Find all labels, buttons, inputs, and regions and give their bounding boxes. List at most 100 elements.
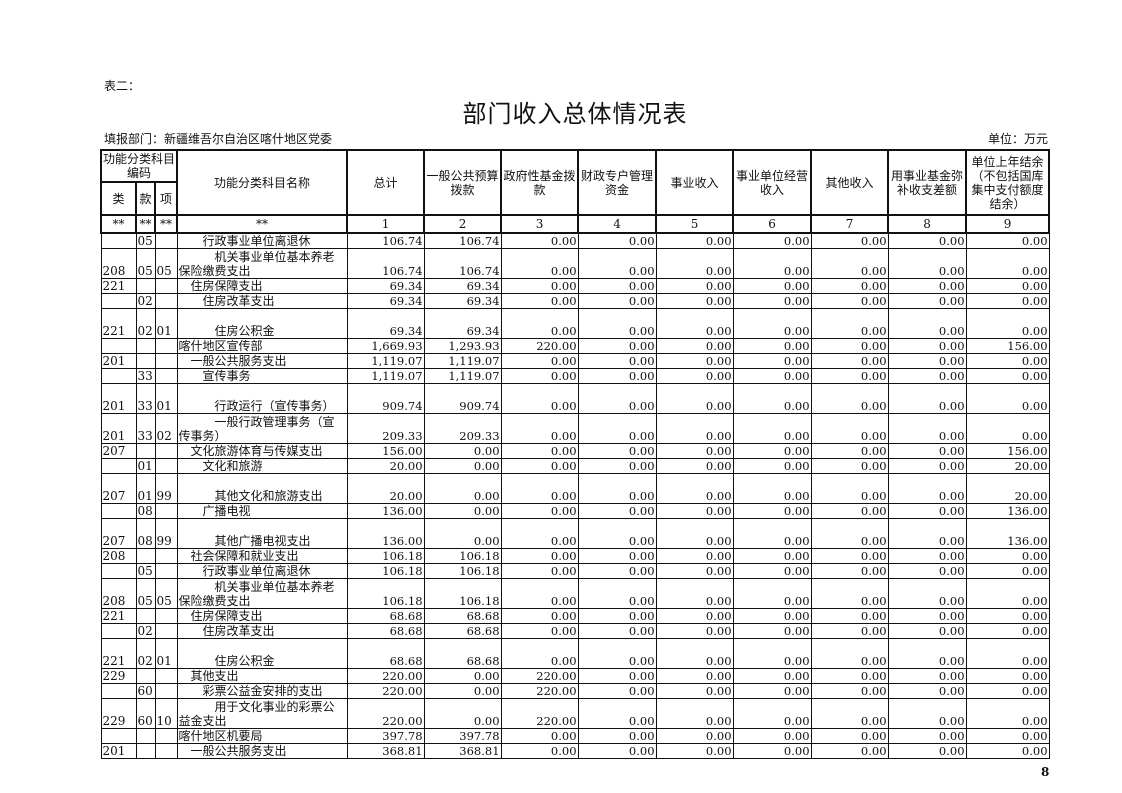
code-lei: 201 <box>100 353 137 369</box>
subject-name: 一般行政管理事务（宣传事务） <box>176 413 348 444</box>
code-lei: 201 <box>100 743 137 759</box>
value-col-1: 136.00 <box>346 518 425 549</box>
value-col-3: 0.00 <box>500 443 579 459</box>
value-col-5: 0.00 <box>655 293 734 309</box>
value-col-5: 0.00 <box>655 308 734 339</box>
code-kuan <box>135 443 156 459</box>
code-xiang: 02 <box>154 413 178 444</box>
code-xiang <box>154 503 178 519</box>
table-row: 02 住房改革支出 69.34 69.34 0.00 0.00 0.00 0.00 0.00 0.… <box>100 293 1050 309</box>
table-row: 201 一般公共服务支出 1,119.07 1,119.07 0.00 0.00 0.00 0… <box>100 353 1050 369</box>
value-col-7: 0.00 <box>810 353 889 369</box>
table-row: 05 行政事业单位离退休 106.18 106.18 0.00 0.00 0.00 0.00 0… <box>100 563 1050 579</box>
value-col-5: 0.00 <box>655 608 734 624</box>
code-xiang <box>154 293 178 309</box>
value-col-2: 0.00 <box>423 683 502 699</box>
value-col-6: 0.00 <box>732 293 812 309</box>
page-number: 8 <box>1041 765 1050 779</box>
value-col-3: 0.00 <box>500 368 579 384</box>
value-col-1: 106.74 <box>346 248 425 279</box>
value-col-1: 20.00 <box>346 458 425 474</box>
value-col-3: 0.00 <box>500 623 579 639</box>
value-col-4: 0.00 <box>577 293 657 309</box>
value-col-8: 0.00 <box>887 458 967 474</box>
value-col-1: 106.74 <box>346 232 425 249</box>
code-kuan <box>135 608 156 624</box>
value-col-3: 0.00 <box>500 578 579 609</box>
code-lei: 229 <box>100 698 137 729</box>
value-col-3: 0.00 <box>500 743 579 759</box>
value-col-2: 1,293.93 <box>423 338 502 354</box>
value-col-2: 0.00 <box>423 473 502 504</box>
code-xiang <box>154 232 178 249</box>
value-col-3: 0.00 <box>500 293 579 309</box>
subject-name: 其他文化和旅游支出 <box>176 473 348 504</box>
value-col-3: 220.00 <box>500 683 579 699</box>
value-col-6: 0.00 <box>732 683 812 699</box>
code-xiang <box>154 563 178 579</box>
table-row: 201 一般公共服务支出 368.81 368.81 0.00 0.00 0.00 0.00 0… <box>100 743 1050 759</box>
code-lei: 208 <box>100 548 137 564</box>
value-col-1: 106.18 <box>346 563 425 579</box>
code-lei <box>100 503 137 519</box>
table-number-label: 表二： <box>104 79 141 93</box>
value-col-6: 0.00 <box>732 383 812 414</box>
value-col-4: 0.00 <box>577 608 657 624</box>
code-lei: 207 <box>100 518 137 549</box>
value-col-2: 69.34 <box>423 293 502 309</box>
value-col-2: 68.68 <box>423 638 502 669</box>
value-col-2: 106.18 <box>423 548 502 564</box>
value-col-5: 0.00 <box>655 563 734 579</box>
table-row: 02 住房改革支出 68.68 68.68 0.00 0.00 0.00 0.00 0.00 0.… <box>100 623 1050 639</box>
value-col-3: 0.00 <box>500 608 579 624</box>
header-col-6: 事业单位经营收入 <box>732 149 813 216</box>
unit-label: 单位：万元 <box>987 132 1048 146</box>
value-col-6: 0.00 <box>732 308 812 339</box>
value-col-2: 0.00 <box>423 518 502 549</box>
value-col-8: 0.00 <box>887 232 967 249</box>
subject-name: 住房保障支出 <box>176 608 348 624</box>
value-col-9: 0.00 <box>965 683 1050 699</box>
value-col-9: 0.00 <box>965 563 1050 579</box>
value-col-9: 0.00 <box>965 548 1050 564</box>
value-col-4: 0.00 <box>577 368 657 384</box>
value-col-2: 909.74 <box>423 383 502 414</box>
code-kuan: 33 <box>135 368 156 384</box>
reporting-department: 填报部门：新疆维吾尔自治区喀什地区党委 <box>104 132 333 146</box>
value-col-9: 0.00 <box>965 248 1050 279</box>
code-kuan <box>135 668 156 684</box>
subject-name: 宣传事务 <box>176 368 348 384</box>
code-lei: 221 <box>100 278 137 294</box>
value-col-4: 0.00 <box>577 623 657 639</box>
subject-name: 社会保障和就业支出 <box>176 548 348 564</box>
value-col-3: 0.00 <box>500 503 579 519</box>
value-col-8: 0.00 <box>887 728 967 744</box>
value-col-6: 0.00 <box>732 338 812 354</box>
code-kuan <box>135 278 156 294</box>
code-xiang <box>154 338 178 354</box>
value-col-6: 0.00 <box>732 368 812 384</box>
value-col-8: 0.00 <box>887 368 967 384</box>
code-kuan <box>135 338 156 354</box>
value-col-4: 0.00 <box>577 683 657 699</box>
code-lei: 201 <box>100 413 137 444</box>
value-col-3: 0.00 <box>500 458 579 474</box>
value-col-2: 68.68 <box>423 623 502 639</box>
subject-name: 住房公积金 <box>176 638 348 669</box>
value-col-1: 106.18 <box>346 548 425 564</box>
value-col-4: 0.00 <box>577 338 657 354</box>
code-kuan <box>135 728 156 744</box>
value-col-3: 0.00 <box>500 278 579 294</box>
table-row: 05 行政事业单位离退休 106.74 106.74 0.00 0.00 0.00 0.00 0… <box>100 232 1050 249</box>
table-row: 201 33 02 一般行政管理事务（宣传事务） 209.33 209.33 0.00 0.0… <box>100 413 1050 444</box>
value-col-3: 220.00 <box>500 698 579 729</box>
value-col-8: 0.00 <box>887 473 967 504</box>
value-col-4: 0.00 <box>577 638 657 669</box>
value-col-9: 0.00 <box>965 232 1050 249</box>
value-col-9: 20.00 <box>965 458 1050 474</box>
value-col-6: 0.00 <box>732 578 812 609</box>
value-col-8: 0.00 <box>887 338 967 354</box>
value-col-5: 0.00 <box>655 458 734 474</box>
subject-name: 喀什地区机要局 <box>176 728 348 744</box>
code-xiang <box>154 743 178 759</box>
